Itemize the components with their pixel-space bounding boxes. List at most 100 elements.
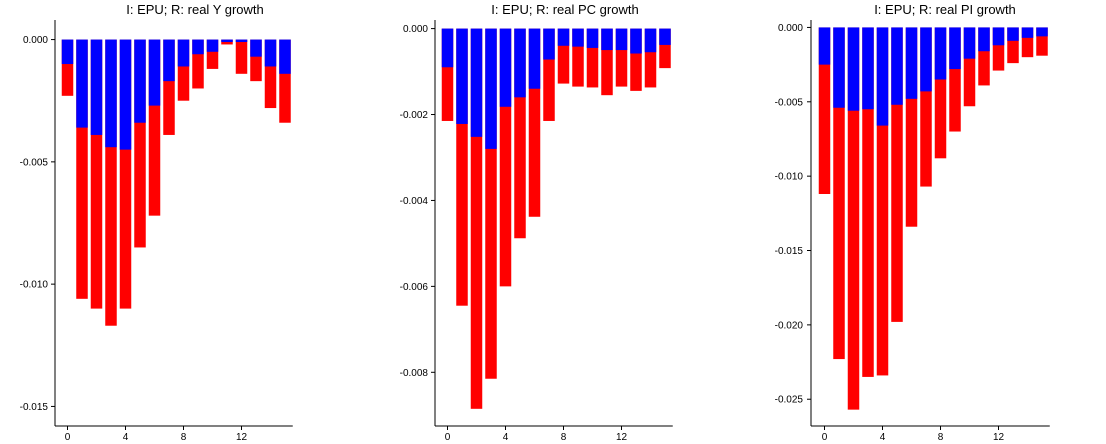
bar-red-4 xyxy=(499,28,512,287)
x-tick-label: 8 xyxy=(938,432,944,443)
chart-title: I: EPU; R: real PI growth xyxy=(874,2,1016,17)
bar-red-7 xyxy=(543,28,555,121)
y-tick-label: -0.005 xyxy=(20,157,49,168)
x-tick-label: 4 xyxy=(503,432,509,443)
bar-blue-5 xyxy=(134,39,146,123)
bar-red-7 xyxy=(163,39,175,135)
bar-red-8 xyxy=(177,39,190,101)
bar-blue-5 xyxy=(514,28,526,98)
bar-red-15 xyxy=(1036,27,1048,56)
y-tick-label: -0.004 xyxy=(400,196,429,207)
bar-red-8 xyxy=(934,27,947,159)
bar-red-11 xyxy=(978,27,990,86)
y-tick-label: 0.000 xyxy=(403,24,428,35)
bar-red-15 xyxy=(279,39,291,123)
bar-red-5 xyxy=(891,27,903,322)
bar-red-0 xyxy=(818,27,831,194)
bar-blue-13 xyxy=(1007,27,1019,41)
bar-blue-11 xyxy=(601,28,613,51)
bar-red-1 xyxy=(76,39,88,299)
bar-blue-9 xyxy=(572,28,584,47)
bar-blue-2 xyxy=(470,28,483,137)
bar-red-14 xyxy=(264,39,277,109)
bar-red-6 xyxy=(148,39,161,216)
y-tick-label: -0.020 xyxy=(775,320,804,331)
bar-blue-2 xyxy=(90,39,103,135)
bar-blue-10 xyxy=(206,39,219,52)
x-tick-label: 4 xyxy=(123,432,129,443)
x-tick-label: 12 xyxy=(616,432,628,443)
bar-blue-9 xyxy=(949,27,961,70)
bar-blue-4 xyxy=(499,28,512,107)
bar-blue-2 xyxy=(847,27,860,111)
x-tick-label: 12 xyxy=(236,432,248,443)
bar-blue-11 xyxy=(221,39,233,43)
bar-red-8 xyxy=(557,28,570,84)
bar-blue-13 xyxy=(630,28,642,54)
x-tick-label: 8 xyxy=(561,432,567,443)
bar-blue-15 xyxy=(659,28,671,45)
y-tick-label: -0.002 xyxy=(400,110,429,121)
bar-blue-15 xyxy=(1036,27,1048,37)
bar-red-12 xyxy=(615,28,628,87)
y-tick-label: 0.000 xyxy=(778,23,803,34)
y-tick-label: -0.005 xyxy=(775,97,804,108)
bar-blue-7 xyxy=(920,27,932,92)
bar-blue-13 xyxy=(250,39,262,57)
bar-red-13 xyxy=(630,28,642,91)
bar-blue-15 xyxy=(279,39,291,74)
bar-blue-14 xyxy=(644,28,657,53)
x-tick-label: 0 xyxy=(822,432,828,443)
bar-blue-14 xyxy=(264,39,277,67)
bar-red-11 xyxy=(601,28,613,96)
bar-blue-0 xyxy=(441,28,454,68)
bar-red-0 xyxy=(61,39,74,96)
x-tick-label: 8 xyxy=(181,432,187,443)
chart-panel-2: I: EPU; R: real PC growth 0.000 -0.002 -0.0… xyxy=(400,2,673,443)
bar-blue-1 xyxy=(76,39,88,128)
bar-blue-3 xyxy=(862,27,874,110)
chart-panel-1: I: EPU; R: real Y growth 0.000 -0.005 -0.01… xyxy=(20,2,293,443)
bar-blue-5 xyxy=(891,27,903,105)
bar-blue-4 xyxy=(119,39,132,150)
bar-blue-6 xyxy=(148,39,161,106)
bar-red-1 xyxy=(833,27,845,360)
bar-red-15 xyxy=(659,28,671,69)
bar-red-9 xyxy=(192,39,204,89)
bar-blue-8 xyxy=(557,28,570,46)
bar-red-4 xyxy=(119,39,132,309)
bar-red-3 xyxy=(862,27,874,377)
bar-blue-12 xyxy=(615,28,628,51)
bar-red-3 xyxy=(485,28,497,379)
bar-red-9 xyxy=(572,28,584,87)
bar-red-0 xyxy=(441,28,454,121)
y-tick-label: -0.008 xyxy=(400,368,429,379)
bar-red-13 xyxy=(250,39,262,82)
bar-blue-11 xyxy=(978,27,990,52)
bar-blue-14 xyxy=(1021,27,1034,38)
chart-panel-3: I: EPU; R: real PI growth 0.000 -0.005 -0.0… xyxy=(775,2,1050,443)
bar-blue-0 xyxy=(818,27,831,65)
x-tick-label: 4 xyxy=(880,432,886,443)
bar-red-10 xyxy=(963,27,976,107)
bar-blue-7 xyxy=(163,39,175,82)
bar-red-3 xyxy=(105,39,117,326)
y-tick-label: -0.010 xyxy=(20,280,49,291)
y-tick-label: -0.010 xyxy=(775,172,804,183)
y-tick-label: 0.000 xyxy=(23,35,48,46)
bar-red-5 xyxy=(134,39,146,248)
bar-red-9 xyxy=(949,27,961,132)
bar-blue-6 xyxy=(905,27,918,99)
bar-blue-1 xyxy=(456,28,468,124)
bar-blue-1 xyxy=(833,27,845,108)
bar-red-1 xyxy=(456,28,468,306)
bar-blue-0 xyxy=(61,39,74,65)
bar-blue-8 xyxy=(934,27,947,80)
y-tick-label: -0.006 xyxy=(400,282,429,293)
chart-title: I: EPU; R: real Y growth xyxy=(126,2,264,17)
x-tick-label: 0 xyxy=(65,432,71,443)
bar-blue-3 xyxy=(105,39,117,148)
bar-red-10 xyxy=(206,39,219,69)
